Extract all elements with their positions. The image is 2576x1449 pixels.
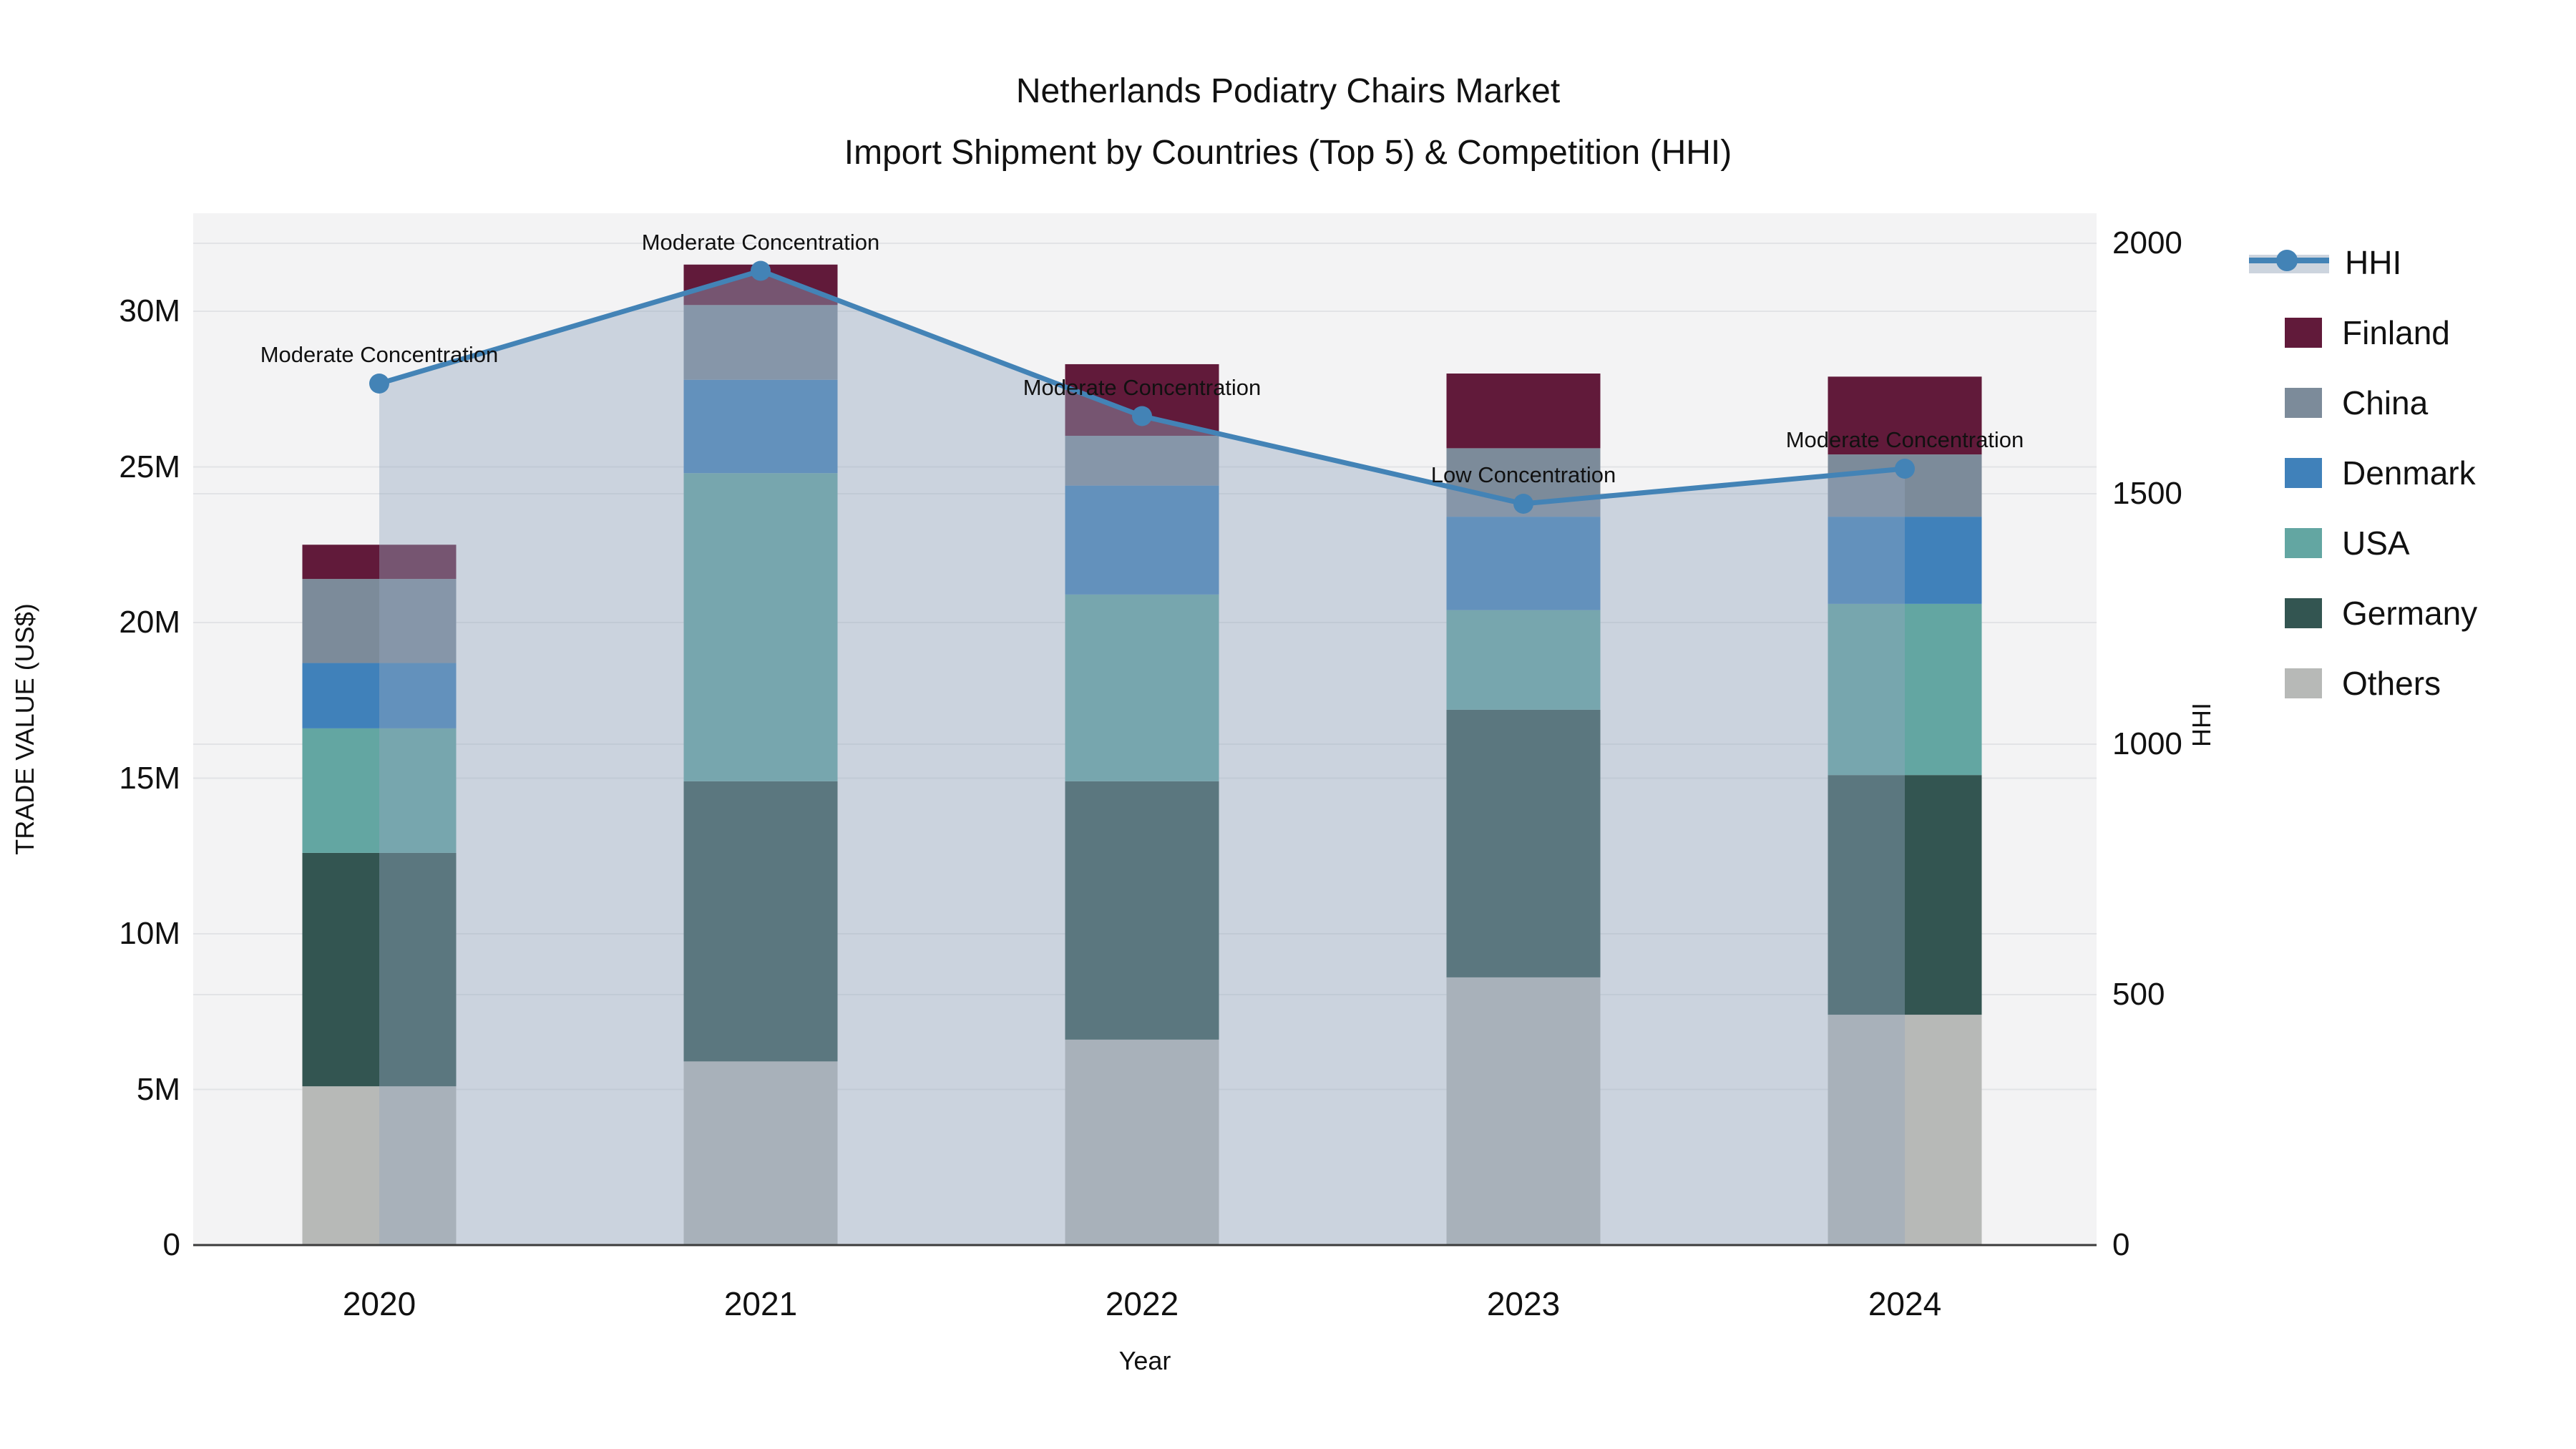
- chart-title-line2: Import Shipment by Countries (Top 5) & C…: [844, 134, 1732, 172]
- bar-segment-finland-2024: [1828, 376, 1982, 455]
- right-axis-title: HHI: [2187, 703, 2216, 747]
- x-axis-tick-label: 2021: [723, 1285, 798, 1322]
- bar-segment-germany-2023: [1446, 709, 1601, 977]
- legend-swatch-usa: [2285, 528, 2322, 558]
- bar-segment-denmark-2021: [683, 379, 838, 474]
- y-axis-tick-label: 20M: [119, 605, 180, 640]
- bar-segment-finland-2020: [302, 545, 457, 580]
- legend-label: Finland: [2342, 314, 2450, 351]
- bar-segment-germany-2024: [1828, 775, 1982, 1015]
- left-axis-title: TRADE VALUE (US$): [10, 603, 39, 855]
- legend-item-usa: USA: [2285, 514, 2410, 572]
- legend-swatch-china: [2285, 388, 2322, 418]
- legend-item-china: China: [2285, 374, 2428, 431]
- bar-segment-usa-2020: [302, 728, 457, 853]
- legend-item-finland: Finland: [2285, 304, 2450, 361]
- bar-segment-china-2021: [683, 305, 838, 380]
- x-axis-tick-label: 2020: [342, 1285, 416, 1322]
- hhi-marker-2023: [1513, 494, 1533, 514]
- legend-swatch-others: [2285, 668, 2322, 698]
- bar-segment-usa-2024: [1828, 603, 1982, 776]
- y2-axis-tick-label: 0: [2112, 1227, 2130, 1262]
- hhi-annotation: Moderate Concentration: [641, 229, 880, 255]
- hhi-annotation: Moderate Concentration: [260, 342, 499, 367]
- bar-segment-denmark-2024: [1828, 517, 1982, 604]
- legend-label: Others: [2342, 665, 2441, 702]
- y-axis-tick-label: 5M: [136, 1071, 180, 1107]
- x-axis-tick-label: 2024: [1868, 1285, 1942, 1322]
- legend-label: Germany: [2342, 595, 2478, 632]
- hhi-annotation: Moderate Concentration: [1023, 374, 1262, 400]
- bar-segment-germany-2020: [302, 852, 457, 1087]
- bar-segment-usa-2023: [1446, 610, 1601, 710]
- y-axis-tick-label: 0: [162, 1227, 180, 1262]
- hhi-line-legend-sample: [2249, 248, 2329, 278]
- bar-segment-others-2021: [683, 1061, 838, 1245]
- bar-segment-germany-2021: [683, 781, 838, 1062]
- bar-segment-denmark-2023: [1446, 517, 1601, 610]
- legend-label: USA: [2342, 525, 2410, 562]
- legend-swatch-finland: [2285, 318, 2322, 348]
- legend-item-germany: Germany: [2285, 585, 2477, 642]
- hhi-area-fill: [379, 270, 1905, 1245]
- legend-label: China: [2342, 384, 2429, 421]
- bar-segment-others-2020: [302, 1086, 457, 1245]
- bar-segment-others-2023: [1446, 977, 1601, 1245]
- y2-axis-tick-label: 1500: [2112, 476, 2182, 511]
- bar-segment-usa-2022: [1065, 594, 1219, 781]
- hhi-annotation: Low Concentration: [1430, 462, 1616, 487]
- x-axis-tick-label: 2022: [1105, 1285, 1179, 1322]
- hhi-annotation: Moderate Concentration: [1785, 427, 2024, 452]
- bar-segment-usa-2021: [683, 473, 838, 781]
- legend-label: HHI: [2345, 244, 2402, 281]
- hhi-marker-2020: [369, 374, 389, 394]
- legend-item-hhi: HHI: [2249, 234, 2401, 291]
- y2-axis-tick-label: 1000: [2112, 726, 2182, 761]
- y-axis-tick-label: 10M: [119, 916, 180, 951]
- legend-label: Denmark: [2342, 454, 2476, 492]
- chart-title-line1: Netherlands Podiatry Chairs Market: [1015, 72, 1561, 110]
- y-axis-tick-label: 25M: [119, 449, 180, 484]
- bar-segment-others-2022: [1065, 1039, 1219, 1245]
- bar-segment-denmark-2022: [1065, 485, 1219, 595]
- y2-axis-tick-label: 2000: [2112, 225, 2182, 260]
- y-axis-tick-label: 30M: [119, 293, 180, 328]
- y2-axis-tick-label: 500: [2112, 977, 2165, 1012]
- x-axis-tick-label: 2023: [1486, 1285, 1561, 1322]
- legend-item-denmark: Denmark: [2285, 444, 2476, 502]
- legend-swatch-germany: [2285, 598, 2322, 628]
- bar-segment-germany-2022: [1065, 781, 1219, 1040]
- bar-segment-china-2022: [1065, 436, 1219, 486]
- hhi-marker-2021: [751, 260, 771, 281]
- hhi-marker-2024: [1895, 459, 1915, 479]
- legend-item-others: Others: [2285, 655, 2441, 712]
- bar-segment-others-2024: [1828, 1015, 1982, 1245]
- legend-swatch-denmark: [2285, 458, 2322, 488]
- bar-segment-finland-2023: [1446, 374, 1601, 449]
- bar-segment-denmark-2020: [302, 663, 457, 728]
- bar-segment-china-2020: [302, 579, 457, 663]
- y-axis-tick-label: 15M: [119, 760, 180, 796]
- hhi-marker-2022: [1132, 406, 1152, 426]
- x-axis-title: Year: [1118, 1346, 1171, 1375]
